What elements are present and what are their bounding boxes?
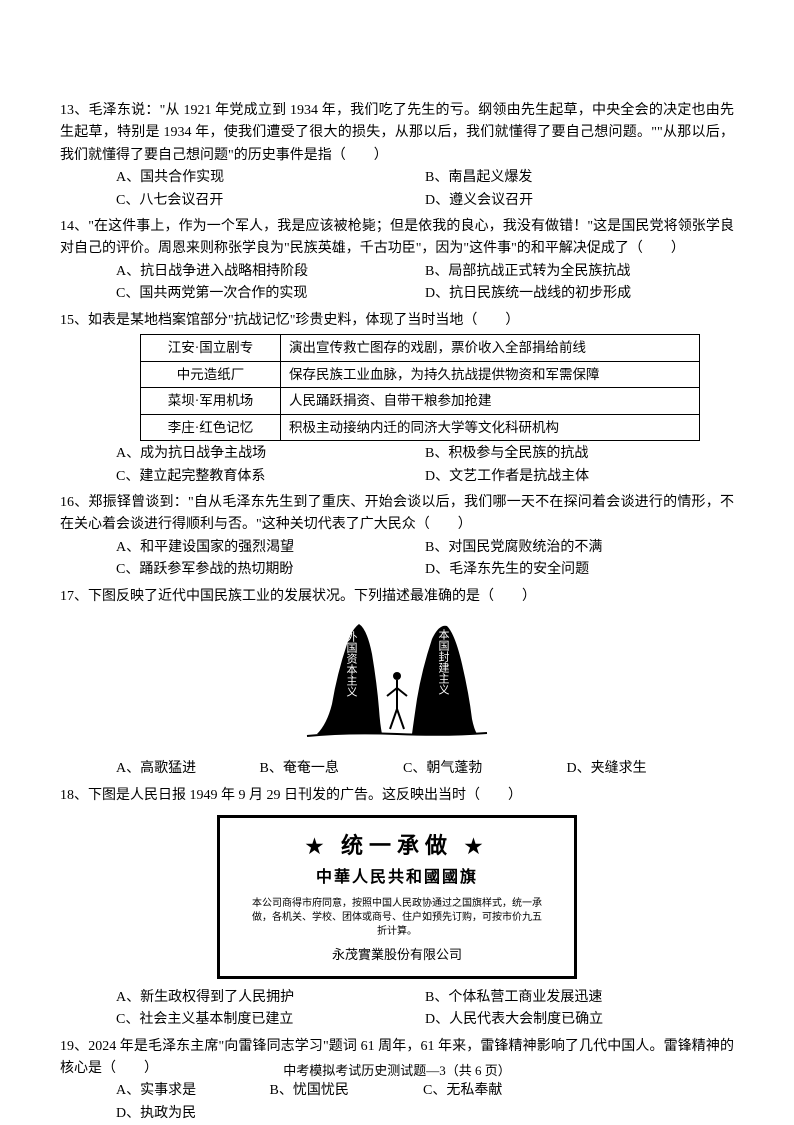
q14-opt-a: A、抗日战争进入战略相持阶段 [116,261,425,283]
q15-opt-a: A、成为抗日战争主战场 [116,443,425,465]
star-icon: ★ [306,836,330,858]
ad-subtitle: 中華人民共和國國旗 [250,865,544,891]
table-cell: 菜坝·军用机场 [141,388,281,415]
question-14: 14、"在这件事上，作为一个军人，我是应该被枪毙；但是依我的良心，我没有做错！"… [60,216,734,306]
q18-opt-b: B、个体私营工商业发展迅速 [425,987,734,1009]
q15-text: 15、如表是某地档案馆部分"抗战记忆"珍贵史料，体现了当时当地（ ） [60,310,734,332]
q16-opt-a: A、和平建设国家的强烈渴望 [116,537,425,559]
table-cell: 中元造纸厂 [141,361,281,388]
q16-text: 16、郑振铎曾谈到："自从毛泽东先生到了重庆、开始会谈以后，我们哪一天不在探问着… [60,492,734,537]
q14-text: 14、"在这件事上，作为一个军人，我是应该被枪毙；但是依我的良心，我没有做错！"… [60,216,734,261]
q16-opt-b: B、对国民党腐败统治的不满 [425,537,734,559]
q15-opt-d: D、文艺工作者是抗战主体 [425,466,734,488]
q15-opt-b: B、积极参与全民族的抗战 [425,443,734,465]
q17-figure: 外国资本主义 本国封建主义 [60,614,734,752]
table-cell: 演出宣传救亡图存的戏剧，票价收入全部捐给前线 [281,334,700,361]
table-cell: 江安·国立剧专 [141,334,281,361]
q19-opt-c: C、无私奉献 [423,1080,593,1102]
q19-opt-a: A、实事求是 [116,1080,266,1102]
q19-options: A、实事求是 B、忧国忧民 C、无私奉献 D、执政为民 [60,1080,734,1125]
ad-small-text: 本公司商得市府同意，按照中国人民政协通过之国旗样式，统一承做，各机关、学校、团体… [250,897,544,939]
table-cell: 李庄·红色记忆 [141,414,281,441]
q15-opt-c: C、建立起完整教育体系 [116,466,425,488]
q17-opt-c: C、朝气蓬勃 [403,758,563,780]
q18-opt-a: A、新生政权得到了人民拥护 [116,987,425,1009]
q13-opt-d: D、遵义会议召开 [425,190,734,212]
table-row: 李庄·红色记忆 积极主动接纳内迁的同济大学等文化科研机构 [141,414,700,441]
question-18: 18、下图是人民日报 1949 年 9 月 29 日刊发的广告。这反映出当时（ … [60,785,734,1032]
q19-opt-b: B、忧国忧民 [270,1080,420,1102]
q14-opt-b: B、局部抗战正式转为全民族抗战 [425,261,734,283]
q16-options: A、和平建设国家的强烈渴望 B、对国民党腐败统治的不满 C、踊跃参军参战的热切期… [60,537,734,582]
ad-title: ★ 统一承做 ★ [250,828,544,863]
table-cell: 积极主动接纳内迁的同济大学等文化科研机构 [281,414,700,441]
q15-options: A、成为抗日战争主战场 B、积极参与全民族的抗战 C、建立起完整教育体系 D、文… [60,443,734,488]
q13-opt-c: C、八七会议召开 [116,190,425,212]
ad-company: 永茂實業股份有限公司 [250,945,544,966]
page-footer: 中考模拟考试历史测试题—3（共 6 页） [0,1061,794,1082]
q14-opt-d: D、抗日民族统一战线的初步形成 [425,283,734,305]
table-cell: 保存民族工业血脉，为持久抗战提供物资和军需保障 [281,361,700,388]
q14-options: A、抗日战争进入战略相持阶段 B、局部抗战正式转为全民族抗战 C、国共两党第一次… [60,261,734,306]
right-mountain-label: 本国封建主义 [437,628,450,695]
question-13: 13、毛泽东说："从 1921 年党成立到 1934 年，我们吃了先生的亏。纲领… [60,100,734,212]
q16-opt-d: D、毛泽东先生的安全问题 [425,559,734,581]
q15-table: 江安·国立剧专 演出宣传救亡图存的戏剧，票价收入全部捐给前线 中元造纸厂 保存民… [140,334,700,441]
q17-text: 17、下图反映了近代中国民族工业的发展状况。下列描述最准确的是（ ） [60,586,734,608]
q18-figure: ★ 统一承做 ★ 中華人民共和國國旗 本公司商得市府同意，按照中国人民政协通过之… [60,815,734,979]
q18-opt-c: C、社会主义基本制度已建立 [116,1009,425,1031]
q14-opt-c: C、国共两党第一次合作的实现 [116,283,425,305]
ad-box: ★ 统一承做 ★ 中華人民共和國國旗 本公司商得市府同意，按照中国人民政协通过之… [217,815,577,979]
q13-options: A、国共合作实现 B、南昌起义爆发 C、八七会议召开 D、遵义会议召开 [60,167,734,212]
table-row: 江安·国立剧专 演出宣传救亡图存的戏剧，票价收入全部捐给前线 [141,334,700,361]
star-icon: ★ [465,836,489,858]
q18-text: 18、下图是人民日报 1949 年 9 月 29 日刊发的广告。这反映出当时（ … [60,785,734,807]
q18-opt-d: D、人民代表大会制度已确立 [425,1009,734,1031]
q17-opt-b: B、奄奄一息 [260,758,400,780]
left-mountain-label: 外国资本主义 [345,631,358,697]
q17-opt-d: D、夹缝求生 [567,758,707,780]
q17-options: A、高歌猛进 B、奄奄一息 C、朝气蓬勃 D、夹缝求生 [60,758,734,780]
question-16: 16、郑振铎曾谈到："自从毛泽东先生到了重庆、开始会谈以后，我们哪一天不在探问着… [60,492,734,582]
question-15: 15、如表是某地档案馆部分"抗战记忆"珍贵史料，体现了当时当地（ ） 江安·国立… [60,310,734,489]
q13-text: 13、毛泽东说："从 1921 年党成立到 1934 年，我们吃了先生的亏。纲领… [60,100,734,167]
q13-opt-b: B、南昌起义爆发 [425,167,734,189]
table-row: 中元造纸厂 保存民族工业血脉，为持久抗战提供物资和军需保障 [141,361,700,388]
table-row: 菜坝·军用机场 人民踊跃捐资、自带干粮参加抢建 [141,388,700,415]
question-17: 17、下图反映了近代中国民族工业的发展状况。下列描述最准确的是（ ） 外国资本主… [60,586,734,781]
ad-title-text: 统一承做 [341,833,453,858]
q13-opt-a: A、国共合作实现 [116,167,425,189]
table-cell: 人民踊跃捐资、自带干粮参加抢建 [281,388,700,415]
q16-opt-c: C、踊跃参军参战的热切期盼 [116,559,425,581]
mountains-icon: 外国资本主义 本国封建主义 [297,614,497,744]
q17-opt-a: A、高歌猛进 [116,758,256,780]
q18-options: A、新生政权得到了人民拥护 B、个体私营工商业发展迅速 C、社会主义基本制度已建… [60,987,734,1032]
